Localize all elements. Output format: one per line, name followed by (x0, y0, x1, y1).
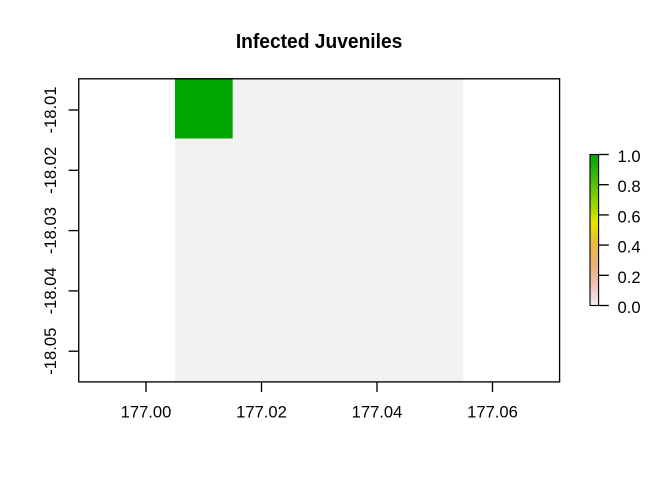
svg-text:-18.03: -18.03 (41, 207, 60, 254)
svg-text:0.0: 0.0 (618, 298, 641, 317)
svg-text:-18.05: -18.05 (41, 328, 60, 375)
svg-text:177.04: 177.04 (352, 403, 403, 422)
svg-text:-18.02: -18.02 (41, 147, 60, 194)
svg-text:Infected Juveniles: Infected Juveniles (236, 31, 403, 53)
svg-text:177.02: 177.02 (236, 403, 287, 422)
svg-text:-18.04: -18.04 (41, 267, 60, 314)
svg-text:177.06: 177.06 (467, 403, 518, 422)
svg-text:0.4: 0.4 (618, 238, 641, 257)
svg-text:0.8: 0.8 (618, 177, 641, 196)
svg-text:1.0: 1.0 (618, 147, 641, 166)
svg-text:177.00: 177.00 (121, 403, 172, 422)
svg-text:-18.01: -18.01 (41, 86, 60, 133)
svg-text:0.2: 0.2 (618, 268, 641, 287)
svg-text:0.6: 0.6 (618, 207, 641, 226)
